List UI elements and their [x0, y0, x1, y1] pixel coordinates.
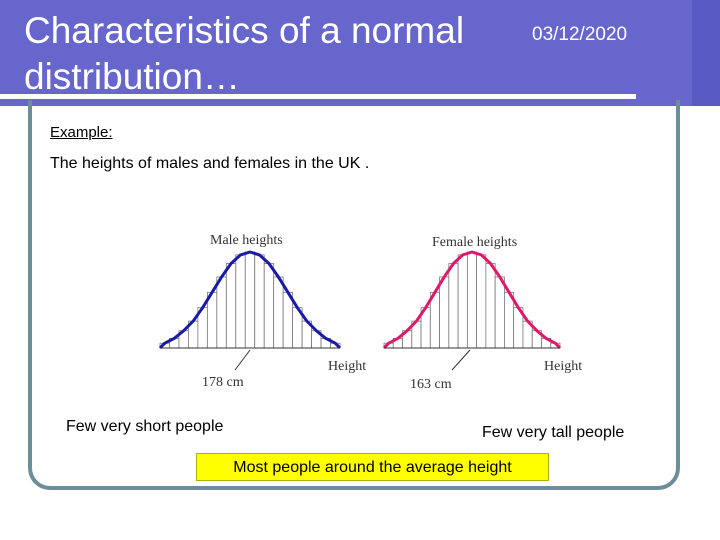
male-bar — [235, 254, 246, 349]
female-heights-panel: Female heights 163 cm Height — [382, 235, 582, 392]
slide-date: 03/12/2020 — [532, 24, 628, 45]
female-mean-arrow — [451, 349, 471, 371]
intro-text: The heights of males and females in the … — [50, 155, 370, 172]
female-bar — [476, 254, 487, 349]
header-stripe — [692, 0, 720, 106]
female-bar — [429, 291, 440, 349]
male-bar — [254, 254, 265, 349]
male-bar — [263, 263, 275, 349]
average-height-callout: Most people around the average height — [196, 453, 549, 481]
male-bar — [225, 263, 237, 349]
female-chart-title: Female heights — [432, 235, 517, 250]
male-normal-curve — [158, 250, 342, 350]
male-bar — [206, 291, 218, 349]
female-bar — [504, 291, 515, 349]
female-bar — [485, 263, 496, 349]
male-x-axis-label: Height — [328, 359, 366, 374]
slide-title: Characteristics of a normal distribution… — [24, 10, 465, 97]
male-chart-title: Male heights — [210, 233, 283, 248]
male-bars — [159, 251, 341, 349]
female-x-axis-label: Height — [544, 359, 582, 374]
female-bar — [448, 263, 459, 349]
female-bar — [494, 276, 505, 349]
female-bar — [466, 251, 478, 349]
header-rule — [0, 94, 636, 99]
content-frame — [28, 100, 680, 490]
callout-text: Most people around the average height — [233, 459, 512, 476]
height-distributions-figure: Male heights 178 cm Height Female height… — [158, 233, 582, 392]
male-bar — [273, 276, 284, 349]
male-mean-arrow — [234, 349, 251, 371]
male-mean-label: 178 cm — [202, 375, 244, 390]
male-bar — [282, 291, 294, 349]
note-few-short: Few very short people — [66, 418, 224, 435]
male-heights-panel: Male heights 178 cm Height — [158, 233, 366, 390]
example-label: Example: — [50, 124, 113, 141]
female-normal-curve — [382, 250, 562, 350]
female-bar — [439, 276, 450, 349]
female-bar — [457, 254, 468, 349]
note-few-tall: Few very tall people — [482, 424, 625, 441]
slide-header: Characteristics of a normal distribution… — [0, 0, 720, 106]
male-bar — [216, 276, 227, 349]
female-bars — [383, 251, 561, 349]
male-bar — [244, 251, 256, 349]
female-mean-label: 163 cm — [410, 377, 452, 392]
